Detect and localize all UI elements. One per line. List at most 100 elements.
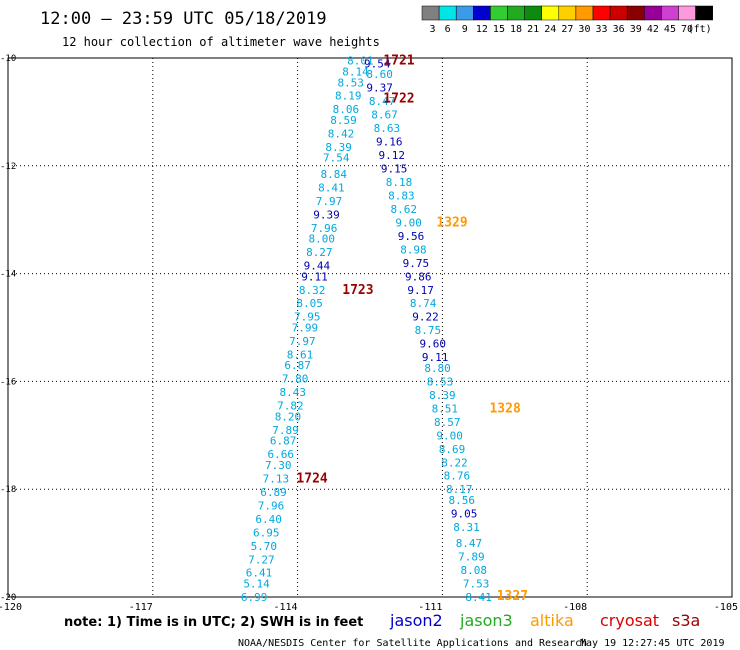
wave-height-value: 8.67 <box>371 109 398 122</box>
wave-height-value: 8.32 <box>299 284 326 297</box>
credit-text: NOAA/NESDIS Center for Satellite Applica… <box>238 638 587 649</box>
scale-label: 30 <box>578 24 590 35</box>
wave-height-value: 9.11 <box>301 270 328 283</box>
color-scale-legend: 3 6 9 12 15 18 21 24 27 30 33 36 39 42 45 70(ft) <box>421 5 713 35</box>
wave-height-value: 9.39 <box>313 208 340 221</box>
wave-height-value: 8.08 <box>461 564 488 577</box>
scale-label: 21 <box>527 24 539 35</box>
scale-label: 15 <box>493 24 505 35</box>
scale-swatch <box>473 5 491 21</box>
scale-swatch <box>490 5 508 21</box>
wave-height-value: 9.75 <box>403 257 430 270</box>
wave-height-value: 8.41 <box>318 181 345 194</box>
wave-height-value: 8.83 <box>388 189 415 202</box>
wave-height-value: 5.14 <box>243 578 270 591</box>
wave-height-value: 7.97 <box>289 335 316 348</box>
wave-height-value: 7.96 <box>258 499 285 512</box>
scale-label: 18 <box>510 24 522 35</box>
satellite-legend-item: s3a <box>672 611 700 630</box>
wave-height-value: 9.00 <box>395 216 422 229</box>
wave-height-value: 9.15 <box>381 162 408 175</box>
wave-height-value: 8.31 <box>453 521 480 534</box>
wave-height-value: 9.12 <box>378 149 405 162</box>
x-tick-label: -111 <box>418 602 442 613</box>
wave-height-value: 8.05 <box>296 297 323 310</box>
pass-time-annotations: 1721 1722 1329 1723 1328 1724 1327 <box>296 54 528 604</box>
wave-height-value: 8.47 <box>369 95 396 108</box>
wave-height-value: 8.14 <box>342 65 369 78</box>
wave-height-value: 8.59 <box>330 114 357 127</box>
wave-height-value: 9.54 <box>364 57 391 70</box>
pass-time-label: 1329 <box>436 215 467 230</box>
scale-label: 12 <box>476 24 488 35</box>
scale-label: 39 <box>630 24 642 35</box>
wave-height-value: 8.69 <box>439 443 466 456</box>
scale-swatch <box>455 5 474 21</box>
scale-swatch <box>524 5 542 21</box>
wave-height-value: 8.75 <box>415 324 442 337</box>
wave-height-value: 8.98 <box>400 243 427 256</box>
wave-height-value: 6.66 <box>267 448 294 461</box>
wave-height-value: 6.99 <box>241 591 268 604</box>
wave-height-value: 9.60 <box>419 338 446 351</box>
wave-height-value: 8.27 <box>306 246 333 259</box>
wave-height-value: 7.95 <box>294 311 321 324</box>
wave-height-value: 9.05 <box>451 507 478 520</box>
wave-height-value: 9.17 <box>407 284 434 297</box>
wave-height-value: 8.74 <box>410 297 437 310</box>
wave-height-value: 8.00 <box>308 233 335 246</box>
wave-height-value: 9.56 <box>398 230 425 243</box>
scale-label: 42 <box>647 24 659 35</box>
y-tick-label: -12 <box>0 162 16 172</box>
satellite-legend-item: cryosat <box>600 611 659 630</box>
wave-height-value: 8.39 <box>429 389 456 402</box>
scale-label: 36 <box>613 24 625 35</box>
wave-height-value: 8.56 <box>448 494 475 507</box>
y-tick-label: -14 <box>0 270 16 280</box>
wave-height-value: 7.54 <box>323 152 350 165</box>
wave-height-value: 8.41 <box>465 591 492 604</box>
wave-height-value: 8.62 <box>391 203 418 216</box>
wave-height-value: 8.63 <box>374 122 401 135</box>
wave-height-value: 8.43 <box>280 386 307 399</box>
x-tick-label: -114 <box>274 602 298 613</box>
wave-height-value: 8.06 <box>333 103 360 116</box>
wave-height-points: 8.018.148.538.198.068.598.428.397.548.84… <box>241 55 492 604</box>
x-tick-label: -120 <box>0 602 22 613</box>
chart-subtitle: 12 hour collection of altimeter wave hei… <box>62 35 380 49</box>
scale-swatch <box>592 5 611 21</box>
axis-ticks: -120 -117 -114 -111 -108 -105 -10 -12 -14 -16 -18 -… <box>0 54 738 613</box>
scale-swatch <box>575 5 594 21</box>
wave-height-value: 8.51 <box>432 402 459 415</box>
wave-height-value: 8.60 <box>366 68 393 81</box>
chart-title: 12:00 – 23:59 UTC 05/18/2019 <box>40 9 327 29</box>
satellite-legend-item: jason3 <box>459 611 513 630</box>
scale-swatch <box>678 5 696 21</box>
wave-height-value: 7.97 <box>316 195 343 208</box>
wave-height-value: 8.80 <box>424 362 451 375</box>
x-tick-label: -105 <box>714 602 738 613</box>
wave-height-value: 7.30 <box>265 459 292 472</box>
wave-height-value: 9.22 <box>412 311 439 324</box>
scale-label: 27 <box>561 24 573 35</box>
scale-label: 3 <box>430 24 436 35</box>
wave-height-value: 6.89 <box>260 486 287 499</box>
wave-height-value: 9.44 <box>304 260 331 273</box>
wave-height-value: 8.53 <box>337 76 364 89</box>
scale-swatch <box>626 5 645 21</box>
wave-height-value: 7.13 <box>263 472 290 485</box>
y-tick-label: -10 <box>0 54 16 64</box>
y-tick-label: -20 <box>0 593 16 603</box>
wave-height-value: 9.86 <box>405 270 432 283</box>
satellite-legend-item: jason2 <box>389 611 443 630</box>
wave-height-value: 6.95 <box>253 526 280 539</box>
wave-height-value: 8.18 <box>386 176 413 189</box>
wave-height-value: 8.39 <box>325 141 352 154</box>
timestamp-text: May 19 12:27:45 UTC 2019 <box>580 638 725 649</box>
wave-height-value: 7.53 <box>463 578 490 591</box>
scale-label: 33 <box>596 24 608 35</box>
wave-height-value: 8.22 <box>441 456 468 469</box>
wave-height-value: 6.87 <box>284 359 311 372</box>
y-tick-label: -18 <box>0 485 16 495</box>
